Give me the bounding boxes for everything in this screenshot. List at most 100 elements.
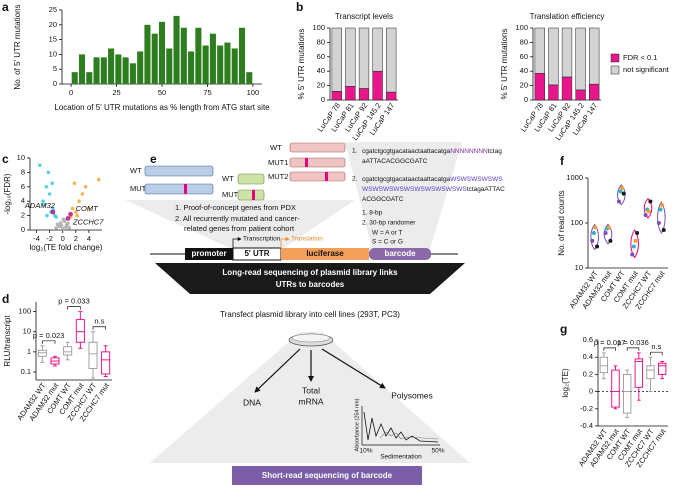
bar-segment: [386, 91, 397, 101]
bar-segment: [534, 27, 545, 74]
fraction: DNA: [243, 397, 261, 407]
bracket: [92, 326, 107, 330]
violin: [590, 223, 599, 251]
bar-segment: [331, 91, 342, 101]
profile-trace: [363, 411, 439, 443]
sequence: ACGGCGATC: [362, 196, 404, 203]
seq-segment: WSWSWSWSWSWSWSWSWSWS: [362, 186, 467, 193]
gene-label: MUT2: [268, 172, 288, 181]
point: [64, 223, 69, 227]
bracket: [650, 351, 663, 356]
y-tick-label: 0.6: [583, 335, 593, 344]
banner-text: UTRs to barcodes: [276, 280, 345, 289]
seq-segment: NNNNNNNN: [450, 148, 488, 155]
gene-box: [289, 142, 346, 153]
bar-segment: [561, 27, 573, 78]
bar: [195, 27, 202, 84]
bar: [209, 33, 216, 84]
point: [54, 226, 58, 230]
point: [38, 163, 42, 167]
y-tick-label: 0: [589, 387, 593, 396]
panel-label: b: [296, 0, 303, 14]
transcription: Transcription: [243, 236, 281, 243]
profile-trace: [379, 431, 439, 440]
construct-label: luciferase: [306, 249, 344, 258]
y-tick-label: 0: [321, 95, 325, 104]
x-tick-label: 100: [247, 88, 260, 97]
arrow: [254, 348, 301, 393]
box: [101, 351, 111, 375]
key: S = C or G: [372, 239, 403, 246]
seq-segment: ACGGCGATC: [362, 196, 404, 203]
bar: [238, 27, 246, 84]
y-tick-label: 5: [53, 64, 57, 73]
y-tick-label: 0: [524, 95, 528, 104]
bracket-label: p = 0.023: [33, 331, 65, 340]
x-tick-label: -4: [33, 234, 40, 243]
box: [599, 356, 609, 374]
profile-start: 10%: [359, 448, 372, 455]
fan: [345, 142, 462, 249]
bracket: [603, 347, 616, 351]
diagram-e: e WT MUT WT MUT WT MUT1 MUT2 1. Proof-of…: [125, 142, 470, 485]
bar-segment: [358, 88, 370, 101]
point: [55, 222, 60, 227]
bar: [129, 63, 136, 84]
seq-segment: aATTACACGGCGATC: [362, 158, 428, 165]
dish: [291, 333, 331, 343]
y-tick-label: 1000: [566, 173, 583, 182]
short-read: Short-read sequencing of barcode: [262, 471, 393, 480]
sequence: aATTACACGGCGATC: [362, 158, 428, 165]
gene-label: WT: [130, 166, 142, 175]
bar-segment: [331, 27, 342, 92]
mutation: [252, 190, 255, 200]
bracket: [67, 306, 81, 310]
box: [63, 346, 73, 356]
y-tick-label: 25: [49, 5, 57, 14]
y-tick-label: 80: [317, 37, 325, 46]
bar: [246, 72, 253, 84]
y-tick-label: 60: [317, 52, 325, 61]
construct-label: 5' UTR: [244, 249, 269, 258]
translation: Translation: [291, 236, 323, 243]
profile-end: 50%: [431, 448, 444, 455]
gene-box: [144, 183, 214, 195]
y-tick-label: 40: [520, 66, 528, 75]
gene-box: [144, 165, 214, 177]
y-tick-label: 10: [49, 49, 57, 58]
point: [42, 203, 47, 207]
box: [88, 341, 98, 369]
point: [630, 252, 635, 257]
y-tick-label: 1: [27, 347, 31, 356]
point: [41, 199, 45, 203]
y-tick-label: 20: [49, 20, 57, 29]
seq-number: 2.: [352, 176, 358, 183]
bar: [122, 57, 129, 84]
x-tick-label: 0: [69, 88, 73, 97]
point: [68, 211, 73, 217]
bracket: [41, 340, 56, 344]
arrow: [232, 237, 242, 248]
y-tick-label: 4: [21, 196, 25, 205]
y-tick-label: 100: [18, 307, 31, 316]
y-tick-label: 100: [312, 23, 325, 32]
point: [608, 238, 613, 243]
bar-segment: [589, 27, 600, 85]
gene-label: WT: [270, 143, 282, 152]
y-axis-label: No. of 5' UTR mutations: [13, 4, 22, 89]
y-tick-label: 6: [21, 182, 25, 191]
violin: [643, 197, 653, 219]
chart-title: Transcript levels: [335, 12, 393, 21]
bar-segment: [372, 27, 383, 72]
promoter: [185, 248, 233, 260]
banner: [155, 263, 465, 294]
box: [75, 319, 85, 343]
violin: [603, 223, 613, 245]
point: [60, 226, 65, 231]
bar: [115, 54, 122, 84]
bar-segment: [534, 73, 545, 101]
bracket-label: p = 0.036: [617, 338, 649, 347]
point: [65, 216, 71, 221]
point: [51, 206, 55, 211]
bar: [93, 57, 100, 84]
